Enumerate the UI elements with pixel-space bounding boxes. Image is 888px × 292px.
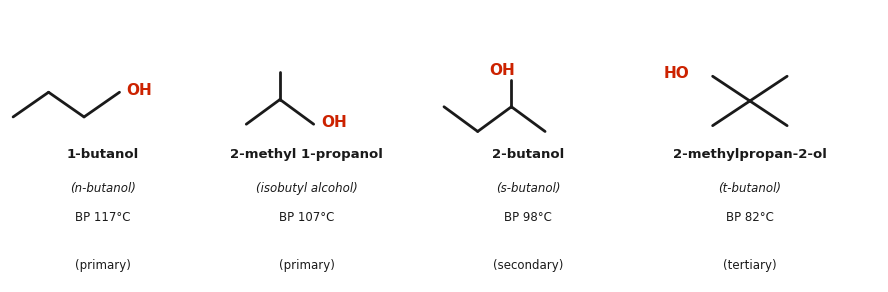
Text: 2-methyl 1-propanol: 2-methyl 1-propanol	[230, 148, 383, 161]
Text: (s-butanol): (s-butanol)	[496, 182, 560, 195]
Text: OH: OH	[489, 63, 515, 78]
Text: 1-butanol: 1-butanol	[67, 148, 139, 161]
Text: BP 107°C: BP 107°C	[279, 211, 334, 224]
Text: BP 117°C: BP 117°C	[75, 211, 131, 224]
Text: (tertiary): (tertiary)	[723, 259, 777, 272]
Text: BP 98°C: BP 98°C	[504, 211, 552, 224]
Text: HO: HO	[664, 66, 690, 81]
Text: (primary): (primary)	[279, 259, 335, 272]
Text: BP 82°C: BP 82°C	[726, 211, 773, 224]
Text: (n-butanol): (n-butanol)	[70, 182, 136, 195]
Text: OH: OH	[127, 83, 153, 98]
Text: (isobutyl alcohol): (isobutyl alcohol)	[256, 182, 358, 195]
Text: (primary): (primary)	[75, 259, 131, 272]
Text: 2-butanol: 2-butanol	[492, 148, 565, 161]
Text: 2-methylpropan-2-ol: 2-methylpropan-2-ol	[673, 148, 827, 161]
Text: (t-butanol): (t-butanol)	[718, 182, 781, 195]
Text: (secondary): (secondary)	[493, 259, 563, 272]
Text: OH: OH	[321, 115, 346, 130]
